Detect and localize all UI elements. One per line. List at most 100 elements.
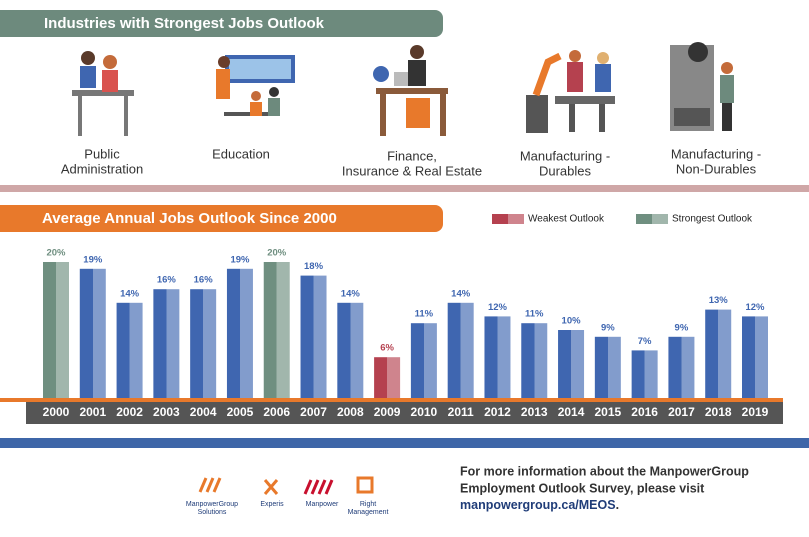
x-tick-label: 2013 — [521, 405, 548, 419]
bar — [742, 316, 768, 398]
bar — [594, 336, 621, 398]
link[interactable]: manpowergroup.ca/MEOS — [460, 498, 616, 512]
industry-label: Finance, — [387, 148, 437, 163]
x-tick-label: 2010 — [411, 405, 438, 419]
value-label: 12% — [488, 302, 508, 313]
bar — [631, 350, 658, 398]
value-label: 16% — [157, 275, 177, 286]
bar — [300, 275, 327, 398]
x-tick-label: 2000 — [43, 405, 70, 419]
bar — [263, 262, 290, 398]
section-header — [0, 205, 443, 232]
industry-label: Administration — [61, 161, 143, 176]
baseline — [0, 398, 783, 402]
x-tick-label: 2004 — [190, 405, 217, 419]
value-label: 14% — [120, 288, 140, 299]
logo-label: Right — [360, 501, 376, 508]
x-tick-label: 2003 — [153, 405, 180, 419]
logo-label: Manpower — [306, 501, 339, 508]
divider — [0, 438, 809, 448]
bar — [668, 336, 695, 398]
value-label: 12% — [745, 302, 765, 313]
divider — [0, 185, 809, 192]
x-tick-label: 2011 — [448, 405, 474, 419]
value-label: 6% — [380, 343, 394, 354]
logo-marks — [198, 476, 374, 495]
logo-label: Management — [348, 509, 389, 516]
value-label: 14% — [451, 288, 471, 299]
value-label: 18% — [304, 261, 324, 272]
bar — [521, 323, 548, 398]
footer-text: For more information about the ManpowerG… — [460, 464, 749, 478]
value-label: 9% — [675, 322, 689, 333]
bar — [43, 262, 69, 398]
value-label: 11% — [525, 309, 544, 320]
value-label: 19% — [230, 254, 250, 265]
bar — [79, 268, 106, 398]
icon-durables — [526, 50, 615, 133]
bar — [410, 323, 437, 398]
x-tick-label: 2017 — [668, 405, 695, 419]
x-tick-label: 2008 — [337, 405, 364, 419]
industry-label: Education — [212, 146, 270, 161]
value-label: 19% — [83, 254, 103, 265]
footer-text: Employment Outlook Survey, please visit — [460, 481, 705, 495]
bar — [153, 289, 180, 398]
legend-label: Weakest Outlook — [528, 214, 605, 225]
logo-label: Experis — [260, 501, 284, 508]
bar — [226, 268, 253, 398]
value-label: 16% — [194, 275, 214, 286]
logo-label: Solutions — [198, 509, 227, 516]
section-header — [0, 10, 443, 37]
logo-label: ManpowerGroup — [186, 501, 238, 508]
value-label: 13% — [709, 295, 729, 306]
value-label: 20% — [267, 248, 287, 259]
x-tick-label: 2005 — [227, 405, 254, 419]
value-label: 7% — [638, 336, 652, 347]
icon-non-durables — [670, 42, 734, 131]
x-tick-label: 2002 — [116, 405, 143, 419]
x-tick-label: 2001 — [79, 405, 106, 419]
bar — [447, 302, 474, 398]
x-tick-label: 2007 — [300, 405, 327, 419]
year-strip — [26, 402, 783, 424]
industry-label: Non-Durables — [676, 161, 757, 176]
section-title: Industries with Strongest Jobs Outlook — [44, 15, 325, 32]
legend-label: Strongest Outlook — [672, 214, 753, 225]
bar — [484, 316, 511, 398]
industry-label: Manufacturing - — [520, 148, 610, 163]
bar — [374, 357, 401, 398]
icon-finance — [373, 45, 448, 136]
icon-education — [216, 55, 295, 116]
industry-label: Durables — [539, 163, 592, 178]
bar — [337, 302, 364, 398]
footer-link: manpowergroup.ca/MEOS. — [460, 498, 619, 512]
value-label: 10% — [562, 316, 582, 327]
x-tick-label: 2015 — [594, 405, 621, 419]
industry-label: Insurance & Real Estate — [342, 163, 482, 178]
value-label: 14% — [341, 288, 361, 299]
bar — [705, 309, 732, 398]
legend-swatch — [636, 214, 668, 224]
value-label: 11% — [415, 309, 434, 320]
value-label: 20% — [46, 248, 66, 259]
value-label: 9% — [601, 322, 615, 333]
x-tick-label: 2016 — [631, 405, 658, 419]
x-tick-label: 2012 — [484, 405, 511, 419]
bar — [558, 330, 585, 398]
x-tick-label: 2018 — [705, 405, 732, 419]
x-tick-label: 2019 — [742, 405, 769, 419]
industry-label: Manufacturing - — [671, 146, 761, 161]
x-tick-label: 2006 — [263, 405, 290, 419]
industry-label: Public — [84, 146, 120, 161]
legend-swatch — [492, 214, 524, 224]
bar — [190, 289, 217, 398]
x-tick-label: 2014 — [558, 405, 585, 419]
chart-title: Average Annual Jobs Outlook Since 2000 — [42, 210, 337, 227]
punct: . — [616, 498, 619, 512]
x-tick-label: 2009 — [374, 405, 401, 419]
bar — [116, 302, 143, 398]
icon-public-admin — [72, 51, 134, 136]
